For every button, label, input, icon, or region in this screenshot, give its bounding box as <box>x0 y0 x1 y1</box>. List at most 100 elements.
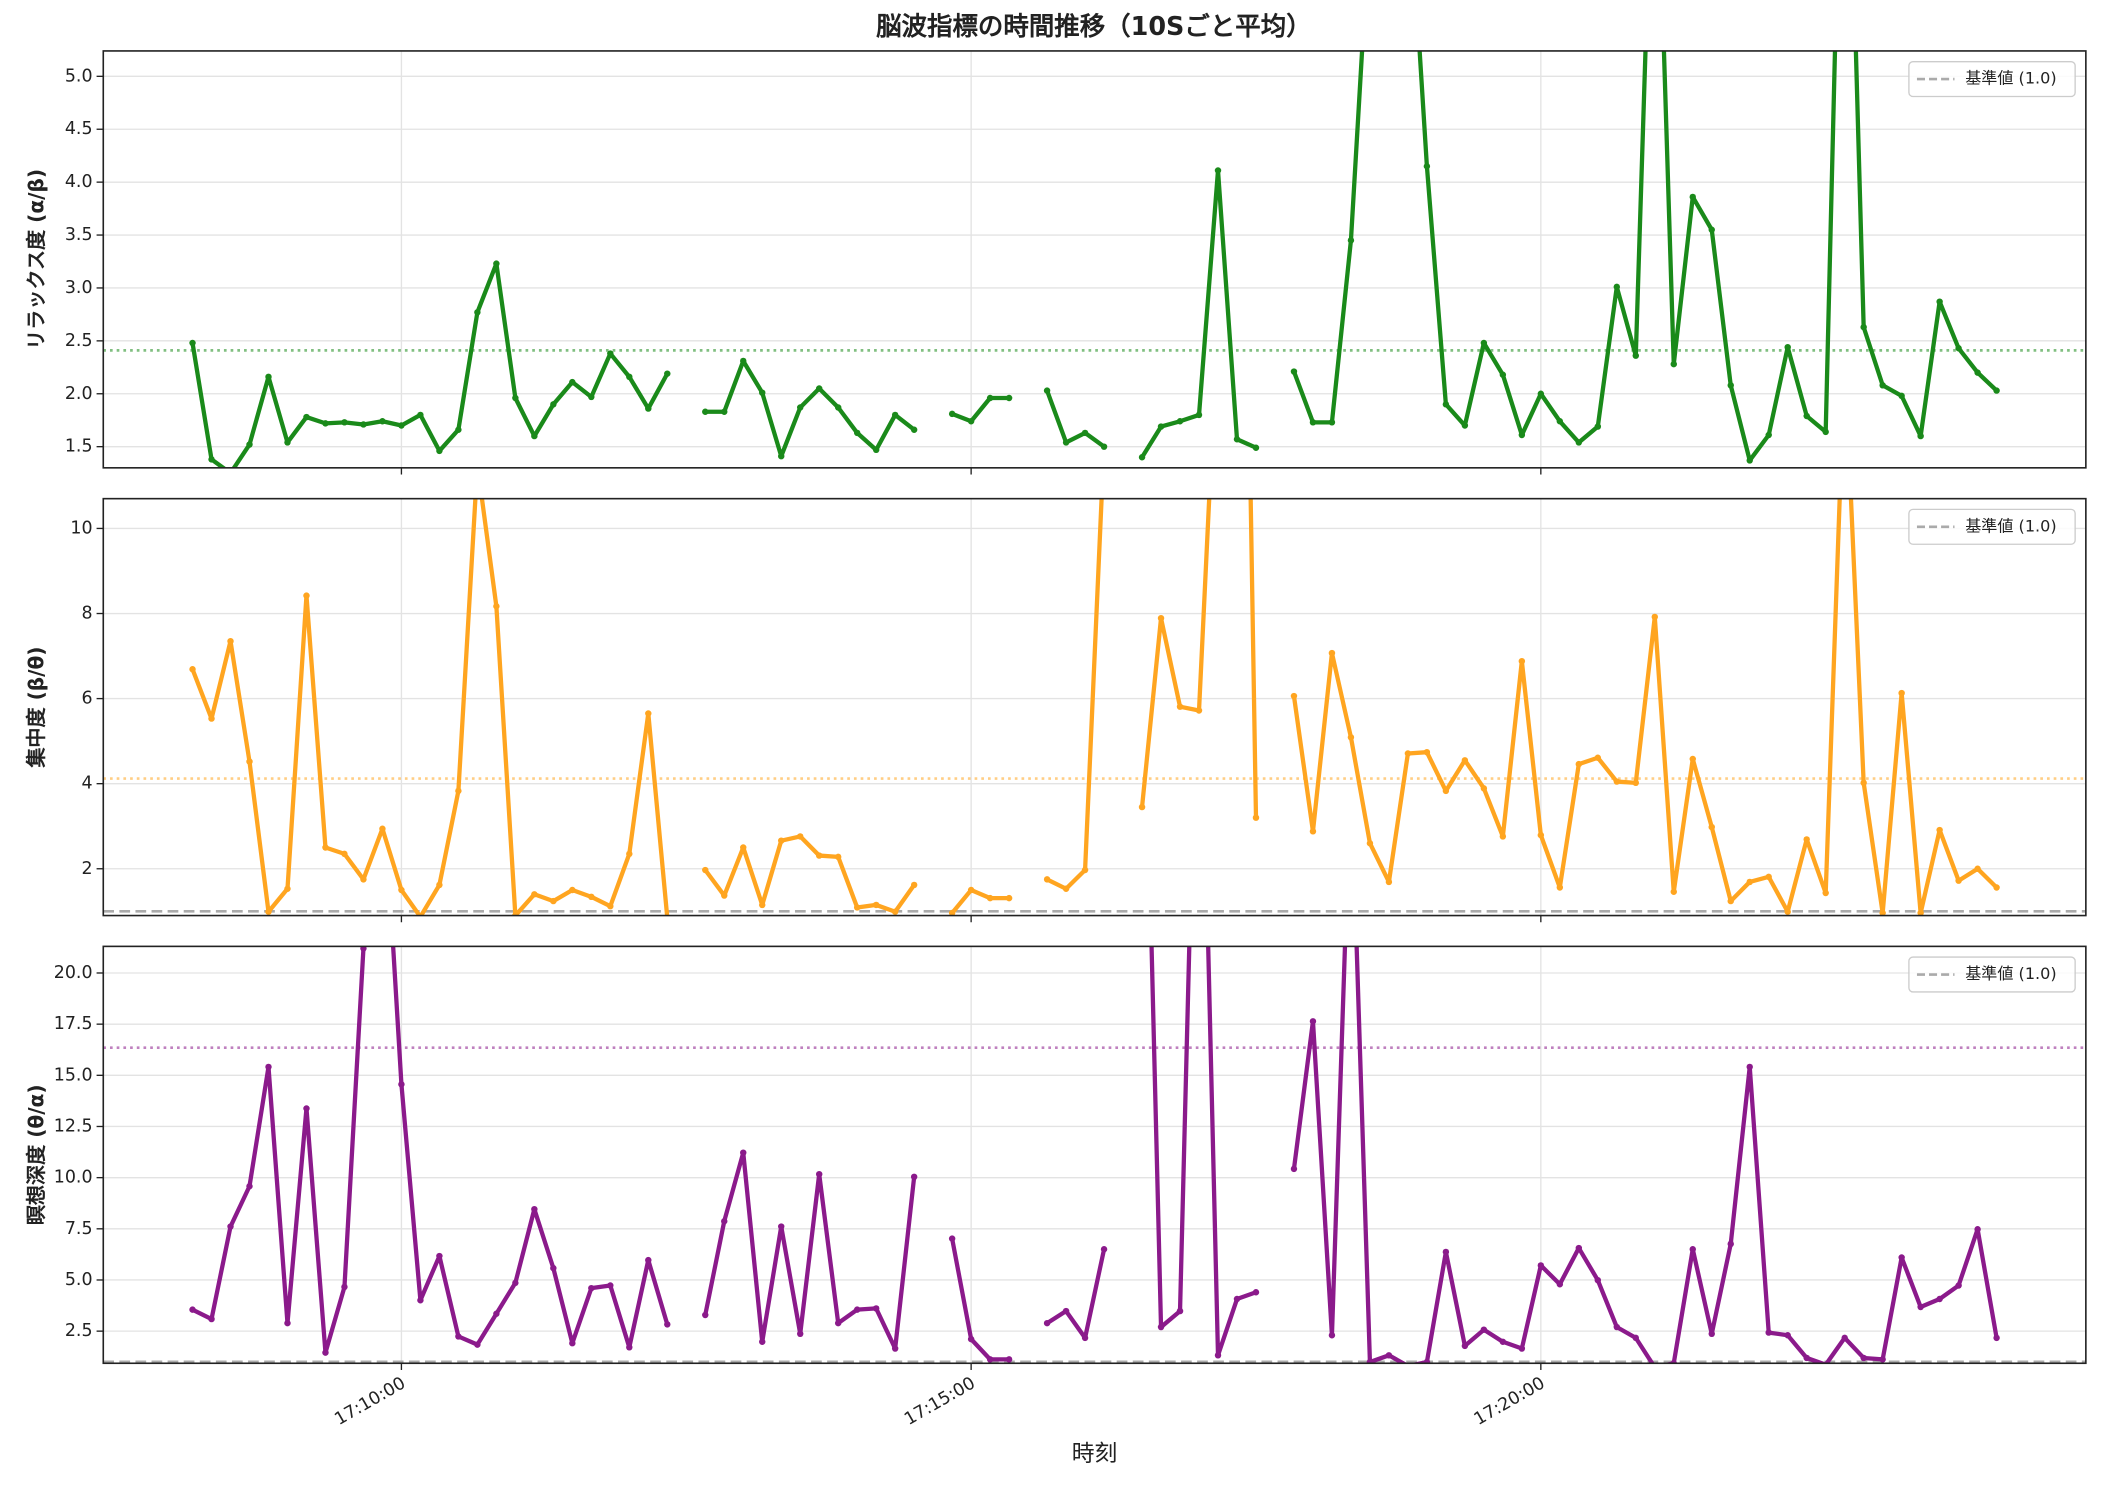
data-point <box>1005 894 1013 902</box>
data-point <box>891 411 899 419</box>
data-point <box>1252 444 1260 451</box>
data-point <box>607 350 614 357</box>
data-point <box>1366 1358 1374 1364</box>
data-point <box>740 357 747 365</box>
data-point <box>1176 1307 1184 1315</box>
data-point <box>1917 432 1924 440</box>
data-point <box>1955 345 1962 352</box>
data-point <box>531 891 538 898</box>
data-point <box>246 1183 253 1190</box>
data-point <box>417 411 424 419</box>
data-point <box>1081 429 1089 437</box>
data-point <box>588 393 595 401</box>
data-point <box>872 901 880 909</box>
data-point <box>1385 1352 1393 1359</box>
data-point <box>1062 1307 1070 1315</box>
data-point <box>1442 1248 1450 1256</box>
data-point <box>1062 439 1070 446</box>
data-point <box>436 881 443 889</box>
data-point <box>797 404 804 411</box>
data-point <box>815 852 823 859</box>
data-point <box>1442 401 1450 408</box>
data-point <box>588 893 595 901</box>
data-point <box>284 1319 291 1327</box>
data-point <box>512 394 519 402</box>
data-point <box>1385 878 1393 886</box>
data-point <box>493 260 500 267</box>
data-point <box>1157 1323 1165 1331</box>
data-point <box>778 1223 785 1230</box>
data-point <box>1670 888 1677 895</box>
data-point <box>702 1311 709 1319</box>
data-point <box>645 405 652 412</box>
data-point <box>645 1256 652 1264</box>
data-point <box>1404 750 1412 757</box>
y-tick-label: 5.0 <box>65 1270 93 1290</box>
legend-label: 基準値 (1.0) <box>1965 69 2056 88</box>
data-point <box>853 1306 861 1313</box>
data-point <box>1917 1303 1924 1311</box>
data-point <box>948 1235 956 1242</box>
y-tick-label: 20.0 <box>54 963 93 983</box>
y-tick-label: 17.5 <box>54 1014 93 1034</box>
data-point <box>1309 419 1317 426</box>
data-point <box>1575 760 1583 768</box>
data-point <box>531 432 538 440</box>
data-point <box>664 370 671 377</box>
data-point <box>1917 909 1924 916</box>
data-point <box>1214 1352 1222 1359</box>
data-point <box>512 1279 519 1287</box>
y-tick-label: 12.5 <box>54 1116 93 1136</box>
data-point <box>1765 873 1772 881</box>
data-point <box>455 1333 462 1340</box>
data-point <box>1860 1354 1867 1362</box>
data-point <box>1252 1289 1260 1296</box>
data-point <box>1651 613 1658 621</box>
data-point <box>588 1284 595 1292</box>
data-point <box>1594 1276 1602 1284</box>
data-point <box>208 1315 215 1323</box>
legend-label: 基準値 (1.0) <box>1965 516 2056 535</box>
data-point <box>1879 909 1886 916</box>
legend-box <box>1908 508 2076 545</box>
data-point <box>1860 779 1867 787</box>
y-axis-label: 瞑想深度 (θ/α) <box>24 1084 48 1225</box>
data-point <box>778 452 785 460</box>
data-point <box>891 1345 899 1352</box>
data-point <box>550 401 557 408</box>
data-point <box>1879 382 1886 389</box>
data-point <box>341 419 348 426</box>
data-point <box>1499 1338 1507 1346</box>
data-point <box>815 1170 823 1178</box>
data-point <box>1556 418 1564 425</box>
data-point <box>1594 423 1602 430</box>
data-point <box>474 309 481 316</box>
data-point <box>1727 382 1734 389</box>
data-point <box>493 603 500 610</box>
data-point <box>1138 454 1146 461</box>
data-point <box>1480 339 1488 347</box>
data-point <box>702 408 709 415</box>
data-point <box>607 1282 614 1289</box>
data-point <box>1746 878 1753 886</box>
data-point <box>1822 889 1829 897</box>
data-point <box>1803 1354 1810 1362</box>
data-point <box>645 710 652 717</box>
y-tick-label: 5.0 <box>65 66 93 86</box>
data-point <box>778 837 785 844</box>
data-point <box>1537 390 1545 397</box>
data-point <box>1708 1330 1715 1338</box>
y-tick-label: 2 <box>81 859 92 879</box>
data-point <box>284 439 291 446</box>
data-point <box>1290 368 1298 375</box>
data-point <box>265 373 272 381</box>
data-point <box>1841 1334 1848 1342</box>
data-point <box>1157 423 1165 430</box>
y-tick-label: 4.0 <box>65 172 93 192</box>
data-point <box>1005 1356 1013 1363</box>
data-point <box>341 850 348 858</box>
data-point <box>322 844 329 851</box>
data-point <box>360 946 367 952</box>
plot-frame <box>102 497 2087 917</box>
